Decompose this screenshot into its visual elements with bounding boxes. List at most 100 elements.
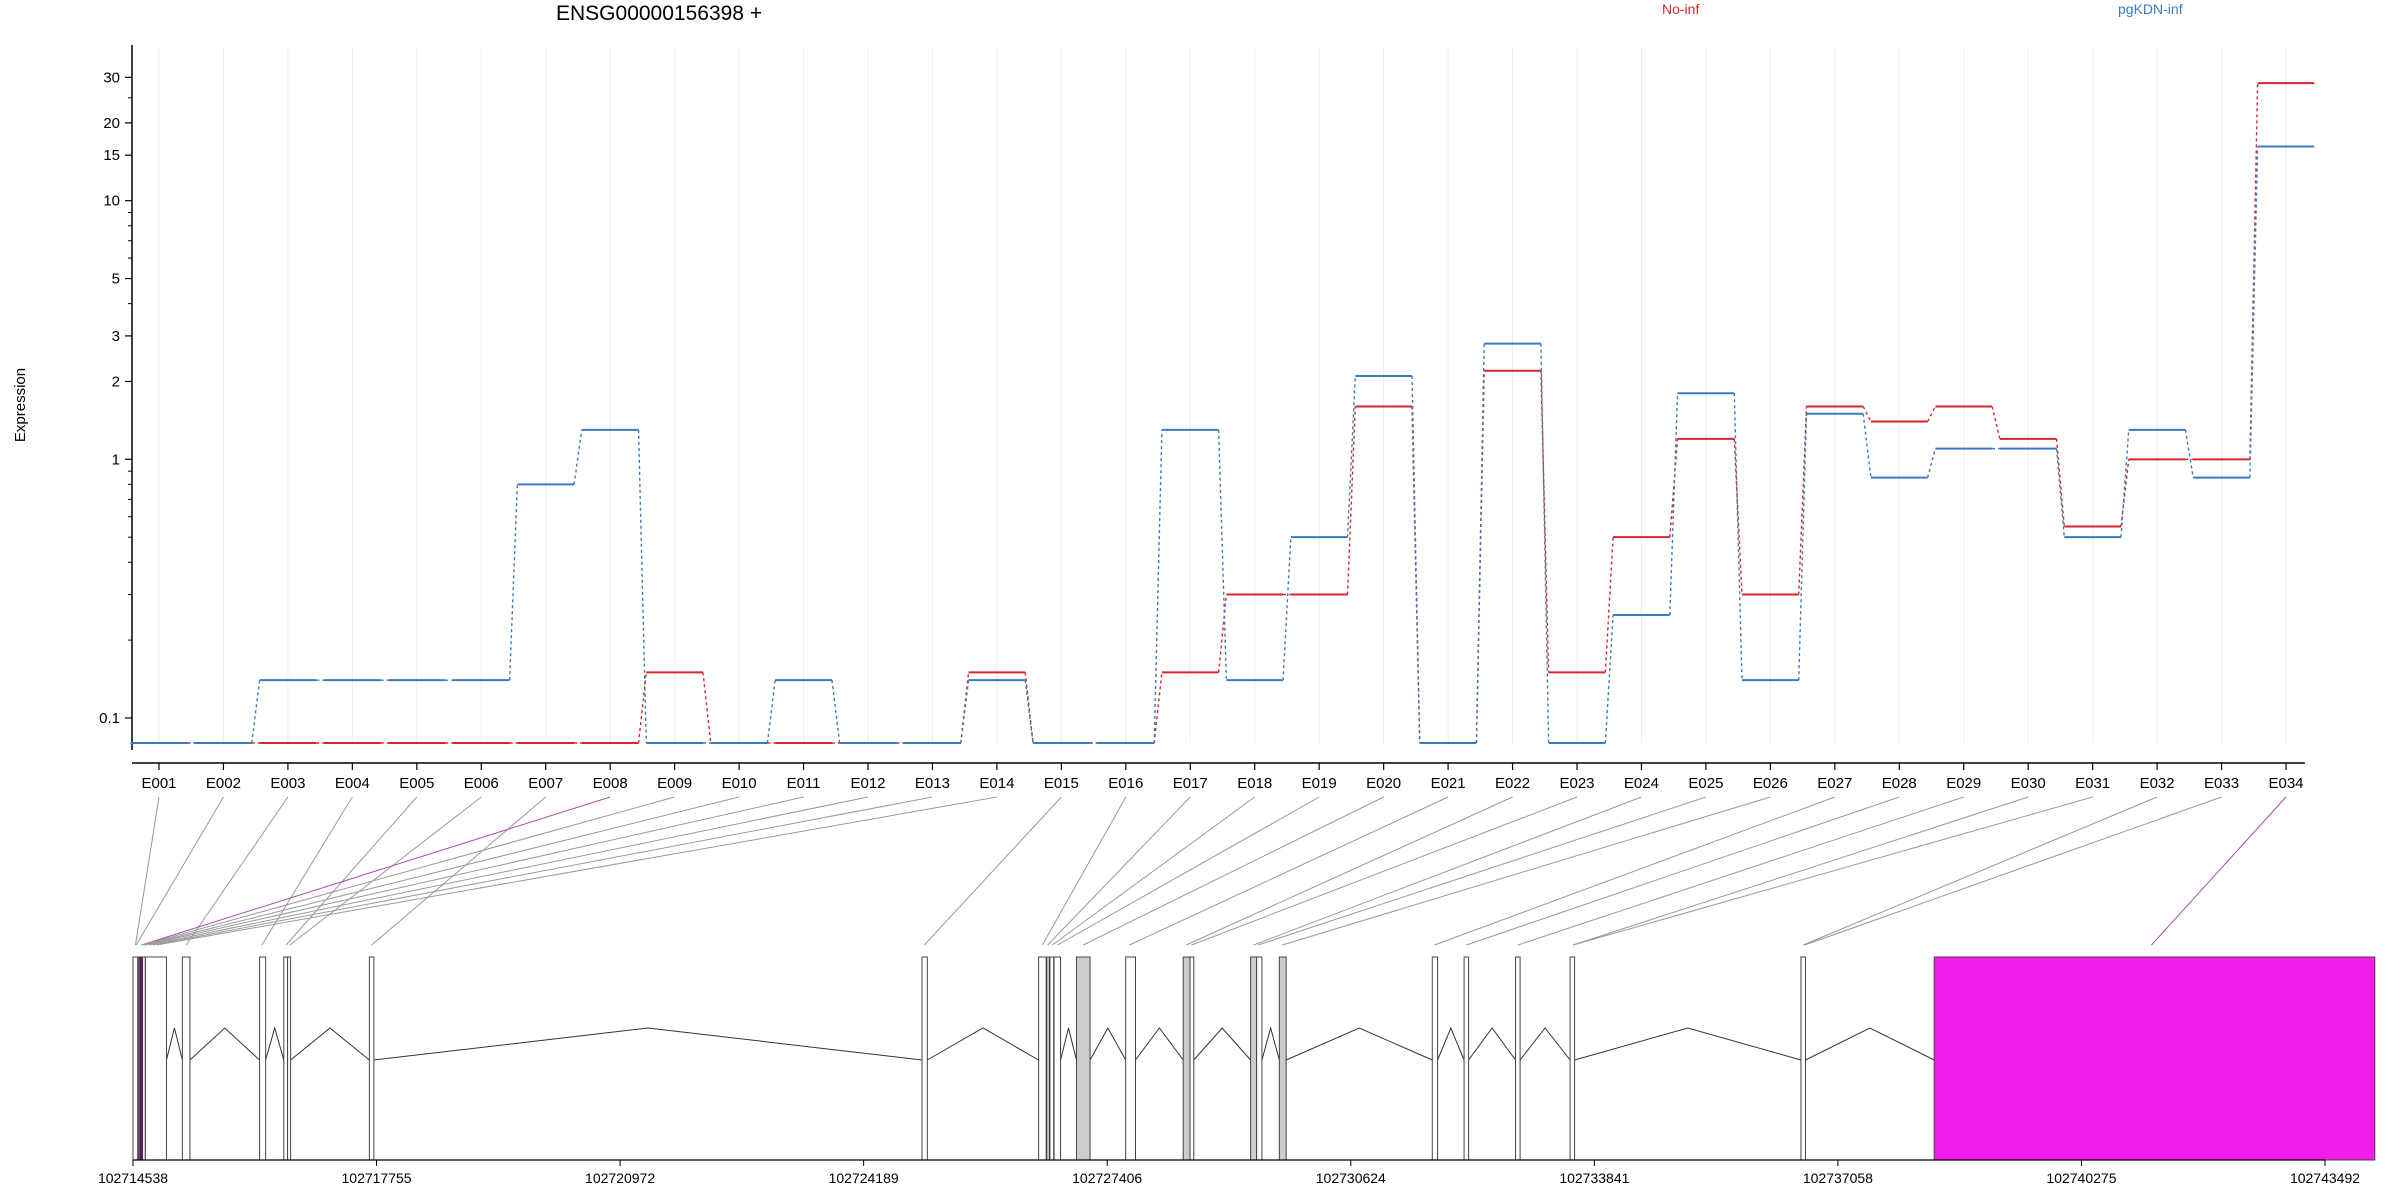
x-tick-label: E010 [722, 775, 757, 792]
intron [189, 1027, 260, 1061]
exon-box [142, 956, 146, 1161]
exon-box [283, 956, 289, 1161]
x-tick-label: E032 [2140, 775, 2175, 792]
intron [1193, 1027, 1251, 1061]
exon-connector [1191, 796, 1578, 946]
x-tick-label: E024 [1624, 775, 1659, 792]
series-connector [1733, 438, 1743, 595]
x-tick-label: E004 [335, 775, 370, 792]
genome-tick-label: 102737058 [1803, 1170, 1873, 1186]
y-tick-label: 1 [112, 451, 120, 468]
intron [1089, 1026, 1127, 1061]
x-tick-label: E029 [1946, 775, 1981, 792]
exon-connectors [134, 796, 2287, 946]
series-connector [2055, 438, 2065, 527]
y-axis: 0.1 1 2 3 5 10 15 20 30 [99, 45, 133, 750]
exon-connector [289, 796, 482, 946]
genome-tick-label: 102743492 [2290, 1170, 2360, 1186]
series-connector [1217, 429, 1228, 681]
intron [1060, 1027, 1077, 1061]
exon-connector [261, 796, 353, 946]
intron [1574, 1027, 1802, 1061]
exon-connector [148, 796, 869, 946]
exon-box [132, 956, 139, 1161]
exon-connector [156, 796, 997, 946]
exon-connector [1572, 796, 2093, 946]
exon-box [1250, 956, 1258, 1161]
genome-tick-label: 102730624 [1316, 1170, 1386, 1186]
intron [290, 1027, 370, 1061]
exon-box [1800, 956, 1807, 1161]
x-tick-label: E001 [141, 775, 176, 792]
x-tick-label: E021 [1431, 775, 1466, 792]
intron [1285, 1027, 1433, 1061]
exon-connector [1804, 796, 2222, 946]
exon-connector [1047, 796, 1191, 946]
exon-connector [371, 796, 547, 946]
exon-connector [1572, 796, 2029, 946]
series-connector [1411, 375, 1421, 744]
series-lines [130, 82, 2315, 744]
series-connector [2249, 146, 2259, 478]
series-connector [1217, 594, 1228, 673]
x-tick-label: E031 [2075, 775, 2110, 792]
x-tick-label: E006 [464, 775, 499, 792]
y-tick-label: 3 [112, 328, 120, 345]
x-tick-label: E017 [1173, 775, 1208, 792]
intron [1135, 1027, 1184, 1061]
x-tick-label: E003 [270, 775, 305, 792]
exon-box [1182, 956, 1191, 1161]
x-axis: E001 E002 E003 E004 E005 E006 E007 E008 E009 E010… [132, 762, 2305, 792]
exon-connector [1253, 796, 1642, 946]
x-tick-label: E008 [593, 775, 628, 792]
series-connector [1475, 343, 1485, 744]
series-connector [1282, 537, 1292, 681]
y-tick-label: 10 [103, 193, 120, 210]
series-connector [573, 429, 583, 485]
exon-connector [1129, 796, 1449, 946]
x-tick-label: E023 [1559, 775, 1594, 792]
series-connector [1024, 680, 1034, 744]
series-connector [1604, 614, 1614, 744]
x-tick-label: E014 [979, 775, 1014, 792]
exon-box [144, 956, 167, 1161]
exon-connector [143, 796, 740, 946]
exon-connector [923, 796, 1062, 946]
series-connector [1540, 370, 1550, 673]
exon-connector [285, 796, 418, 946]
series-connector [960, 672, 970, 744]
y-axis-label: Expression [12, 368, 29, 442]
y-tick-label: 30 [103, 69, 120, 86]
x-tick-label: E015 [1044, 775, 1079, 792]
x-tick-label: E034 [2268, 775, 2303, 792]
series-connector [702, 672, 712, 744]
genome-tick-label: 102717755 [342, 1170, 412, 1186]
x-tick-label: E005 [399, 775, 434, 792]
intron [1519, 1027, 1571, 1061]
x-tick-label: E011 [787, 775, 821, 792]
series-connector [766, 680, 776, 744]
exon-connector [1434, 796, 1835, 946]
exon-connector [1517, 796, 1964, 946]
exon-box [1046, 956, 1050, 1161]
genome-tick-label: 102724189 [829, 1170, 899, 1186]
series-connector [1927, 406, 1936, 422]
exon-connector [141, 796, 611, 946]
chart-title: ENSG00000156398 + [556, 2, 763, 25]
exon-box [1515, 956, 1521, 1161]
series-connector [831, 680, 841, 744]
series-connector [2120, 459, 2130, 527]
x-tick-label: E025 [1688, 775, 1723, 792]
exon-box [259, 956, 267, 1161]
series-connector [1153, 429, 1163, 744]
exon-box [287, 956, 292, 1161]
x-tick-label: E022 [1495, 775, 1530, 792]
exon-connector [152, 796, 933, 946]
exon-box [1125, 956, 1137, 1161]
exon-box [1431, 956, 1439, 1161]
series-connector [1733, 393, 1743, 681]
exon-box [368, 956, 375, 1161]
series-connector [2184, 429, 2194, 478]
genome-tick-label: 102733841 [1559, 1170, 1629, 1186]
